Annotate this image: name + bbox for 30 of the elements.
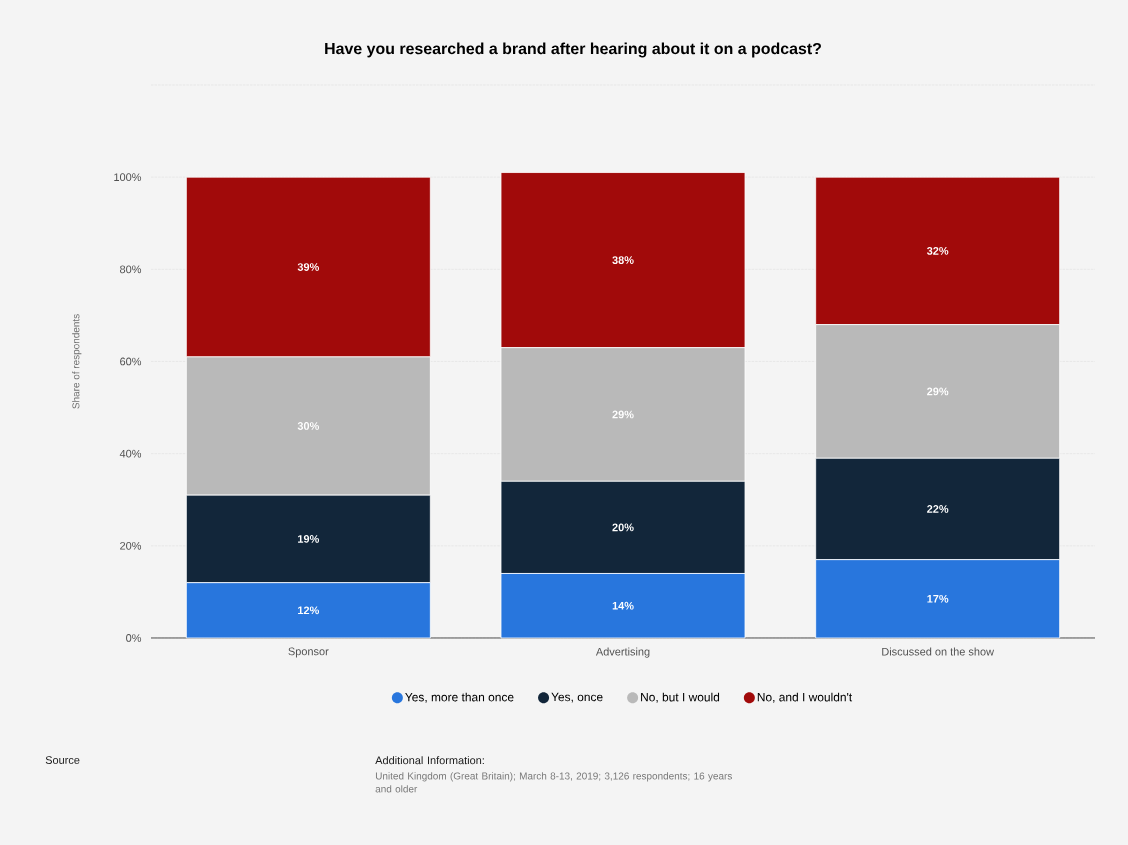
x-tick-label: Advertising: [595, 647, 650, 658]
data-label: 32%: [926, 247, 949, 255]
data-label: 12%: [298, 606, 320, 615]
legend-label: Yes, once: [551, 692, 603, 703]
data-label: 19%: [298, 535, 320, 543]
y-tick-label: 80%: [120, 265, 142, 274]
data-label: 22%: [927, 505, 949, 513]
text: Source: [45, 756, 80, 764]
x-tick-label: Discussed on the show: [882, 647, 995, 656]
y-tick-label: 100%: [114, 173, 142, 182]
legend-label: No, but I would: [641, 692, 720, 703]
data-label: 29%: [612, 410, 634, 419]
chart-title: Have you researched a brand after hearing about it on a podcast?: [325, 42, 821, 58]
data-label: 20%: [612, 523, 634, 532]
y-tick-label: 60%: [120, 357, 142, 366]
data-label: 14%: [612, 601, 634, 610]
data-label: 17%: [927, 594, 949, 603]
data-label: 39%: [297, 263, 320, 271]
data-label: 38%: [612, 256, 634, 264]
data-label: 29%: [927, 387, 949, 396]
y-tick-label: 0%: [126, 634, 142, 642]
legend-label: No, and I wouldn't: [757, 692, 853, 703]
legend-label: Yes, more than once: [405, 692, 514, 703]
y-tick-label: 40%: [119, 449, 142, 458]
x-tick-label: Sponsor: [288, 647, 329, 658]
y-tick-label: 20%: [120, 541, 142, 550]
y-axis-title: Share of respondents: [72, 314, 82, 409]
text: Additional Information:: [375, 756, 484, 765]
data-label: 30%: [297, 422, 320, 430]
text: United Kingdom (Great Britain); March 8-13, 2019; 3,126 respondents; 16 years and older: [375, 772, 732, 793]
